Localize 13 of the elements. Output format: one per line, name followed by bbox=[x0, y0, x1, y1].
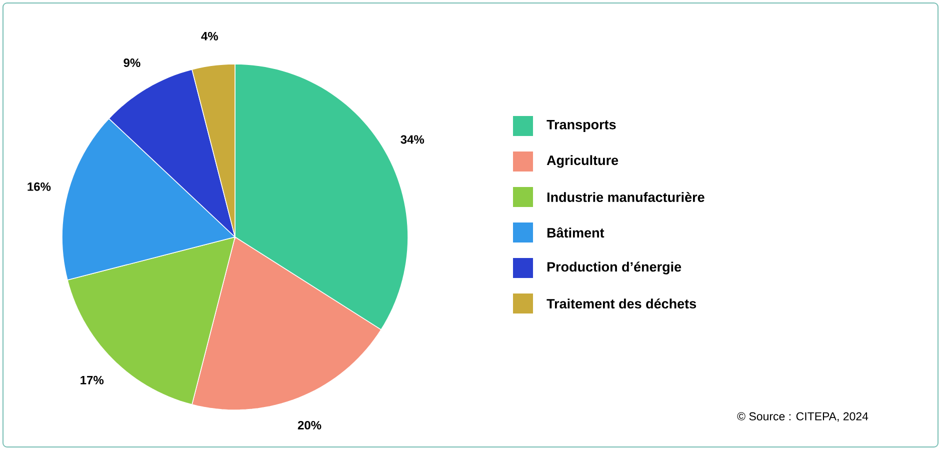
legend-label: Transports bbox=[546, 120, 616, 132]
text: © Source : CITEPA, 2024 bbox=[737, 412, 868, 422]
data-label: 4% bbox=[201, 32, 218, 40]
data-label: 16% bbox=[28, 182, 51, 191]
legend-label: Bâtiment bbox=[547, 227, 604, 238]
data-label: 20% bbox=[298, 420, 322, 430]
data-label: 34% bbox=[400, 135, 424, 144]
legend-label: Production d’énergie bbox=[547, 262, 682, 274]
data-label: 17% bbox=[80, 376, 104, 384]
legend-label: Agriculture bbox=[546, 155, 618, 168]
legend-label: Traitement des déchets bbox=[546, 298, 696, 309]
data-label: 9% bbox=[124, 58, 140, 68]
legend-label: Industrie manufacturière bbox=[547, 192, 704, 202]
